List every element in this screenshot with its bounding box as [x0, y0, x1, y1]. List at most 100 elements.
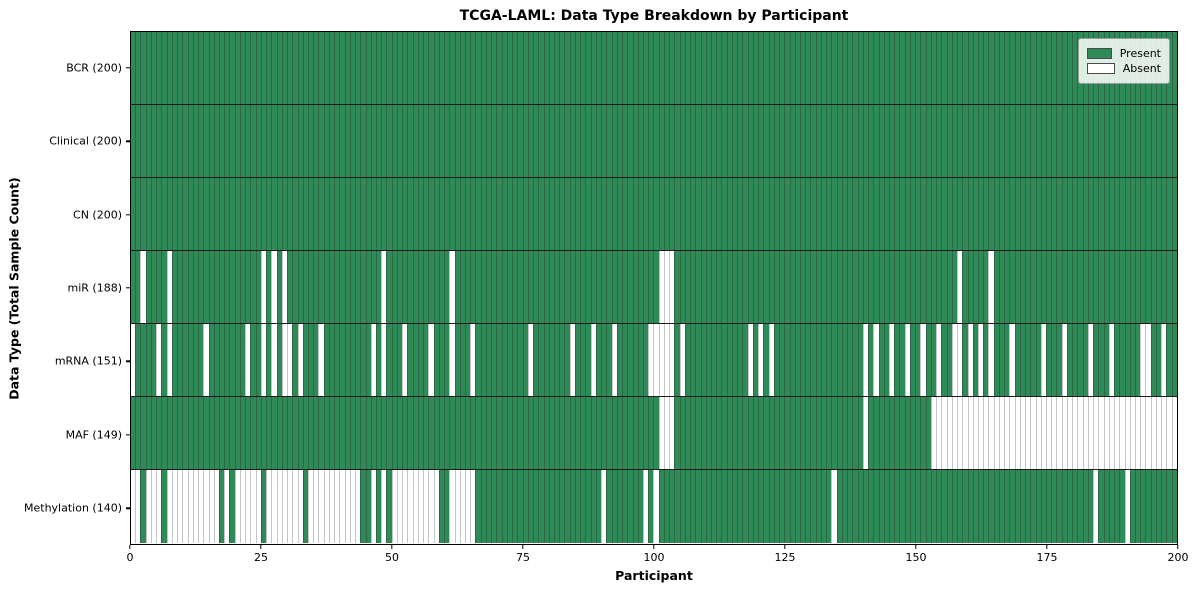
- heatmap-cell: [632, 470, 638, 544]
- heatmap-cell: [669, 105, 675, 178]
- heatmap-cell: [909, 32, 916, 105]
- heatmap-cell: [1124, 178, 1130, 251]
- heatmap-cell: [553, 470, 560, 544]
- heatmap-cell: [287, 178, 293, 251]
- heatmap-cell: [925, 178, 931, 251]
- heatmap-cell: [506, 324, 513, 397]
- heatmap-cell: [1061, 251, 1067, 324]
- heatmap-cell: [632, 324, 638, 397]
- heatmap-cell: [622, 32, 628, 105]
- x-tick-mark: [915, 545, 917, 549]
- heatmap-cell: [1072, 397, 1078, 470]
- heatmap-cell: [648, 178, 654, 251]
- heatmap-cell: [428, 251, 434, 324]
- heatmap-cell: [962, 324, 968, 397]
- heatmap-cell: [548, 251, 554, 324]
- heatmap-cell: [245, 251, 251, 324]
- heatmap-cell: [679, 324, 685, 397]
- heatmap-cell: [224, 105, 230, 178]
- heatmap-cell: [721, 32, 727, 105]
- heatmap-cell: [695, 397, 701, 470]
- heatmap-cell: [182, 397, 188, 470]
- heatmap-cell: [731, 397, 738, 470]
- heatmap-cell: [1004, 470, 1010, 544]
- heatmap-cell: [909, 470, 916, 544]
- heatmap-cell: [574, 105, 581, 178]
- heatmap-cell: [930, 397, 937, 470]
- heatmap-cell: [564, 251, 570, 324]
- heatmap-cell: [663, 251, 670, 324]
- heatmap-cell: [883, 397, 889, 470]
- heatmap-cell: [553, 324, 560, 397]
- heatmap-cell: [1051, 470, 1057, 544]
- heatmap-cell: [909, 324, 916, 397]
- heatmap-cell: [695, 470, 701, 544]
- heatmap-cell: [951, 251, 958, 324]
- heatmap-cell: [951, 324, 958, 397]
- heatmap-cell: [705, 324, 712, 397]
- heatmap-cell: [1019, 324, 1026, 397]
- heatmap-cell: [1119, 178, 1125, 251]
- heatmap-cell: [229, 397, 235, 470]
- heatmap-cell: [768, 397, 774, 470]
- heatmap-cell: [543, 324, 549, 397]
- heatmap-cell: [1030, 105, 1036, 178]
- heatmap-cell: [695, 32, 701, 105]
- heatmap-cell: [930, 251, 937, 324]
- heatmap-cell: [909, 251, 916, 324]
- heatmap-cell: [758, 470, 764, 544]
- heatmap-cell: [951, 105, 958, 178]
- heatmap-cell: [820, 470, 827, 544]
- heatmap-cell: [198, 178, 204, 251]
- heatmap-cell: [543, 397, 549, 470]
- heatmap-cell: [287, 251, 293, 324]
- heatmap-cell: [1077, 470, 1083, 544]
- heatmap-cell: [491, 470, 497, 544]
- heatmap-cell: [883, 105, 889, 178]
- heatmap-cell: [983, 324, 989, 397]
- heatmap-cell: [292, 251, 298, 324]
- heatmap-cell: [601, 324, 607, 397]
- heatmap-cell: [925, 105, 931, 178]
- heatmap-cell: [632, 251, 638, 324]
- heatmap-cell: [1108, 397, 1115, 470]
- heatmap-cell: [700, 397, 706, 470]
- heatmap-cell: [747, 105, 753, 178]
- heatmap-cell: [763, 32, 769, 105]
- heatmap-cell: [208, 105, 214, 178]
- heatmap-cell: [915, 32, 921, 105]
- heatmap-cell: [428, 397, 434, 470]
- heatmap-cell: [957, 397, 963, 470]
- heatmap-cell: [506, 178, 513, 251]
- heatmap-cell: [402, 470, 408, 544]
- heatmap-cell: [428, 324, 434, 397]
- heatmap-cell: [878, 178, 884, 251]
- heatmap-cell: [470, 251, 476, 324]
- heatmap-cell: [470, 178, 476, 251]
- heatmap-cell: [140, 105, 146, 178]
- heatmap-cell: [894, 324, 900, 397]
- heatmap-cell: [653, 470, 659, 544]
- heatmap-cell: [705, 470, 712, 544]
- heatmap-cell: [140, 178, 146, 251]
- x-tick-mark: [391, 545, 393, 549]
- heatmap-cell: [365, 178, 371, 251]
- heatmap-cell: [428, 470, 434, 544]
- heatmap-cell: [637, 178, 643, 251]
- heatmap-cell: [700, 251, 706, 324]
- heatmap-cell: [909, 105, 916, 178]
- heatmap-cell: [747, 397, 753, 470]
- heatmap-cell: [522, 397, 528, 470]
- heatmap-cell: [800, 251, 806, 324]
- heatmap-cell: [423, 324, 429, 397]
- heatmap-cell: [920, 178, 926, 251]
- x-tick-label: 0: [126, 551, 134, 564]
- row-label-mrna: mRNA (151): [54, 354, 122, 368]
- heatmap-cell: [1056, 32, 1062, 105]
- heatmap-cell: [737, 324, 743, 397]
- heatmap-cell: [998, 397, 1005, 470]
- heatmap-cell: [548, 105, 554, 178]
- heatmap-cell: [763, 251, 769, 324]
- heatmap-cell: [171, 251, 178, 324]
